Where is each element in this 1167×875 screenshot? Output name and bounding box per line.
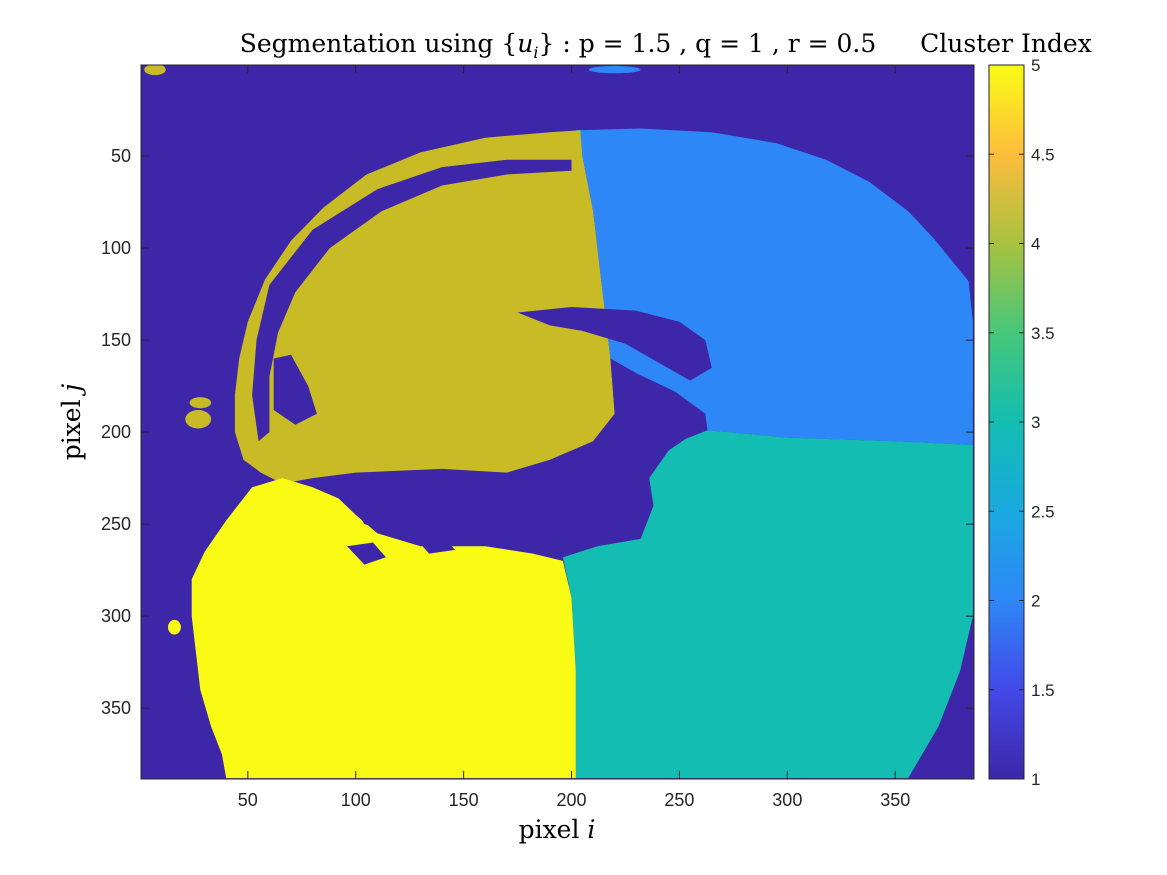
cluster-4-blob: [189, 397, 212, 409]
x-tick-label: 300: [772, 790, 802, 810]
chart-title: Segmentation using {ui} : p = 1.5 , q = …: [240, 29, 877, 62]
plot-area: [140, 64, 975, 780]
colorbar-tick-label: 4.5: [1031, 145, 1055, 164]
x-tick-label: 200: [557, 790, 587, 810]
cluster-regions: [144, 65, 973, 779]
y-tick-label: 50: [111, 146, 131, 166]
cluster-5-blob: [167, 619, 181, 635]
cluster-3-region: [562, 430, 973, 779]
cluster-1-structure: [517, 307, 712, 381]
y-axis-label: pixel j: [57, 383, 86, 460]
cluster-1-structure: [416, 535, 455, 554]
colorbar-tick-label: 1.5: [1031, 681, 1055, 700]
x-tick-label: 100: [341, 790, 371, 810]
plot-frame: [140, 64, 975, 780]
cluster-1-structure: [347, 358, 708, 558]
colorbar-tick-label: 4: [1031, 235, 1040, 254]
y-tick-label: 250: [101, 514, 131, 534]
colorbar-title: Cluster Index: [920, 29, 1092, 58]
colorbar-ticks: 1 1.5 2 2.5 3 3.5 4 4.5 5: [989, 56, 1055, 789]
y-tick-label: 300: [101, 606, 131, 626]
colorbar-tick-label: 3: [1031, 413, 1040, 432]
cluster-4-region: [234, 130, 615, 484]
cluster-1-structure: [273, 354, 317, 425]
cluster-5-region: [191, 478, 576, 779]
y-axis-ticks: 50 100 150 200 250 300 350: [101, 146, 974, 718]
cluster-1-structure: [252, 159, 572, 442]
x-tick-label: 50: [238, 790, 258, 810]
colorbar-tick-label: 3.5: [1031, 324, 1055, 343]
cluster-4-blob: [144, 65, 166, 76]
x-tick-label: 150: [449, 790, 479, 810]
colorbar-tick-label: 5: [1031, 56, 1040, 75]
colorbar-tick-label: 1: [1031, 770, 1040, 789]
y-tick-label: 350: [101, 698, 131, 718]
y-tick-label: 200: [101, 422, 131, 442]
x-axis-ticks: 50 100 150 200 250 300 350: [238, 65, 910, 810]
x-tick-label: 250: [664, 790, 694, 810]
y-tick-label: 150: [101, 330, 131, 350]
cluster-2-blob: [588, 65, 641, 74]
x-tick-label: 350: [880, 790, 910, 810]
colorbar-tick-label: 2: [1031, 592, 1040, 611]
x-axis-label: pixel i: [519, 815, 596, 844]
colorbar-tick-label: 2.5: [1031, 502, 1055, 521]
cluster-1-structure: [364, 502, 408, 525]
y-tick-label: 100: [101, 238, 131, 258]
colorbar: 1 1.5 2 2.5 3 3.5 4 4.5 5 Cluster Index: [920, 29, 1092, 789]
cluster-4-blob: [185, 410, 212, 429]
colorbar-gradient: [988, 64, 1025, 780]
cluster-1-structure: [347, 542, 386, 565]
